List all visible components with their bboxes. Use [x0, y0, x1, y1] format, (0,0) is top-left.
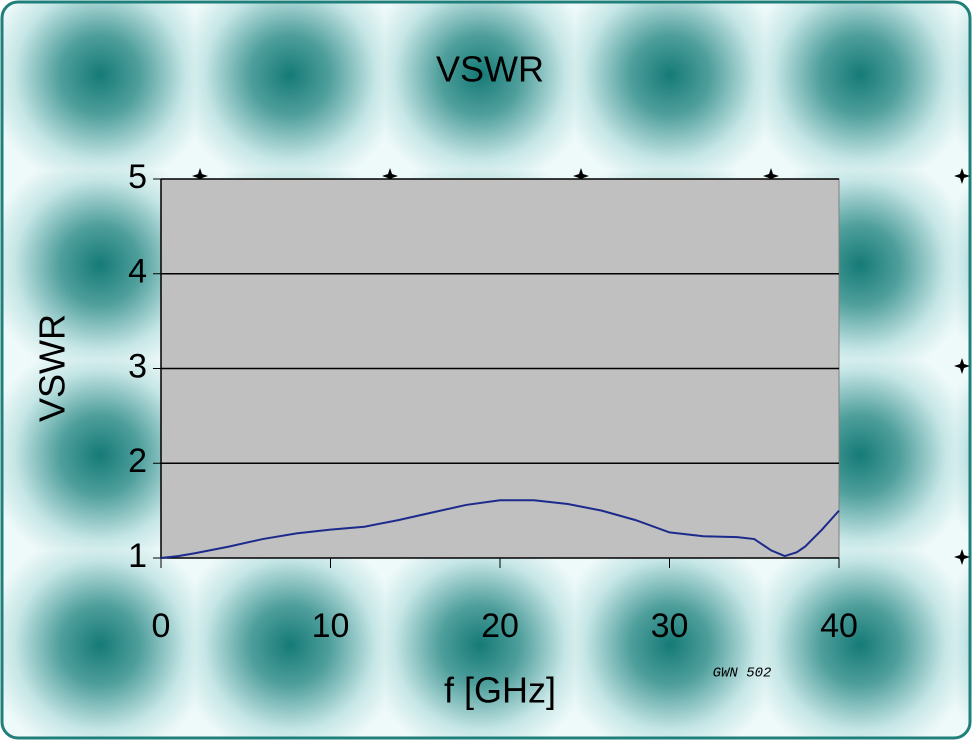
- y-tick-label: 3: [128, 347, 147, 385]
- x-tick-label: 40: [820, 607, 858, 645]
- x-tick-label: 0: [152, 607, 171, 645]
- x-axis-label: f [GHz]: [444, 670, 556, 711]
- annotation: GWN 502: [713, 666, 772, 682]
- x-tick-label: 30: [651, 607, 689, 645]
- y-axis-label: VSWR: [32, 314, 73, 422]
- x-tick-label: 20: [481, 607, 519, 645]
- x-tick-label: 10: [312, 607, 350, 645]
- y-tick-label: 5: [128, 158, 147, 196]
- chart-title: VSWR: [436, 49, 544, 90]
- decor: [192, 168, 970, 565]
- y-tick-label: 4: [128, 253, 147, 291]
- y-tick-label: 1: [128, 537, 147, 575]
- data-line: [160, 499, 840, 559]
- y-tick-label: 2: [128, 442, 147, 480]
